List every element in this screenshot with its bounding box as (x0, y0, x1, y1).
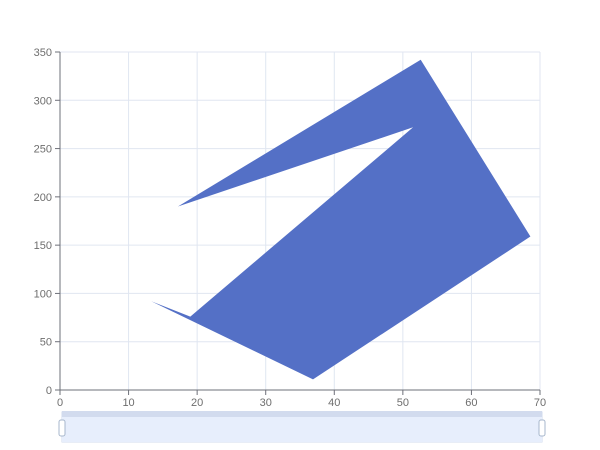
x-tick-label: 60 (465, 397, 477, 409)
y-tick-label: 250 (34, 144, 52, 156)
y-tick-label: 200 (34, 192, 52, 204)
y-tick-label: 100 (34, 288, 52, 300)
x-tick-label: 50 (397, 397, 409, 409)
x-tick-label: 70 (534, 397, 546, 409)
axis-layer (55, 51, 541, 395)
area-layer (151, 59, 531, 380)
x-tick-label: 40 (328, 397, 340, 409)
x-tick-label: 0 (57, 397, 63, 409)
y-tick-label: 50 (40, 337, 52, 349)
zoom-slider-right-handle[interactable] (538, 419, 546, 437)
x-tick-label: 30 (260, 397, 272, 409)
zoom-slider-left-handle[interactable] (58, 419, 66, 437)
tick-label-layer: 0 50 100 150 200 250 300 350 0 10 20 30 40 50 60 70 (34, 47, 546, 409)
y-tick-label: 0 (46, 385, 52, 397)
x-tick-label: 20 (191, 397, 203, 409)
zoom-slider[interactable] (58, 411, 546, 443)
y-tick-label: 150 (34, 240, 52, 252)
area-series (151, 59, 531, 380)
zoom-slider-top-bar (62, 411, 542, 417)
x-tick-label: 10 (122, 397, 134, 409)
y-tick-label: 350 (34, 47, 52, 59)
y-tick-label: 300 (34, 95, 52, 107)
